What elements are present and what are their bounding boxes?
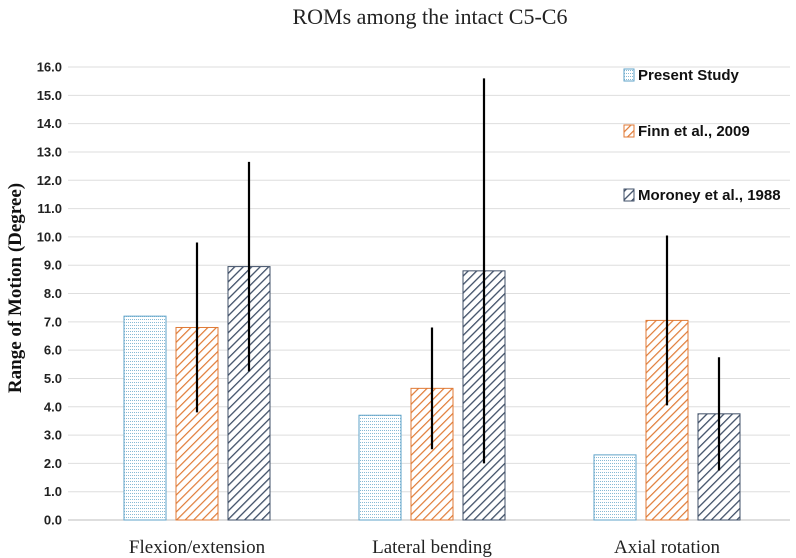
- y-axis-ticks: 0.0 1.0 2.0 3.0 4.0 5.0 6.0 7.0 8.0 9.0 10.0 11.0 12…: [37, 60, 62, 528]
- legend-entry: Moroney et al., 1988: [638, 187, 781, 204]
- y-tick-label: 16.0: [37, 60, 62, 75]
- y-tick-label: 14.0: [37, 116, 62, 131]
- legend: Present Study Finn et al., 2009 Moroney et…: [623, 67, 781, 204]
- y-tick-label: 4.0: [44, 399, 62, 414]
- y-axis-label: Range of Motion (Degree): [5, 183, 26, 393]
- y-tick-label: 9.0: [44, 258, 62, 273]
- x-tick-label: Flexion/extension: [129, 537, 266, 558]
- chart-title: ROMs among the intact C5-C6: [293, 4, 568, 29]
- legend-swatch: [623, 124, 635, 138]
- y-tick-label: 15.0: [37, 88, 62, 103]
- y-tick-label: 12.0: [37, 173, 62, 188]
- x-axis-ticks: Flexion/extension Lateral bending Axial ro…: [129, 537, 721, 558]
- y-tick-label: 3.0: [44, 428, 62, 443]
- y-tick-label: 1.0: [44, 484, 62, 499]
- legend-swatch: [623, 188, 635, 202]
- y-tick-label: 6.0: [44, 343, 62, 358]
- y-tick-label: 5.0: [44, 371, 62, 386]
- x-tick-label: Axial rotation: [614, 537, 721, 558]
- y-tick-label: 2.0: [44, 456, 62, 471]
- legend-swatch: [623, 68, 635, 82]
- bars: [123, 266, 741, 521]
- y-tick-label: 8.0: [44, 286, 62, 301]
- y-tick-label: 11.0: [37, 201, 62, 216]
- bar-present-study: [123, 315, 167, 521]
- error-bars: [195, 78, 721, 471]
- legend-entry: Finn et al., 2009: [638, 123, 750, 140]
- y-tick-label: 10.0: [37, 229, 62, 244]
- y-tick-label: 0.0: [44, 513, 62, 528]
- bar-present-study: [593, 454, 637, 521]
- y-tick-label: 7.0: [44, 314, 62, 329]
- y-tick-label: 13.0: [37, 144, 62, 159]
- legend-entry: Present Study: [638, 67, 740, 84]
- x-tick-label: Lateral bending: [372, 537, 492, 558]
- bar-present-study: [358, 414, 402, 521]
